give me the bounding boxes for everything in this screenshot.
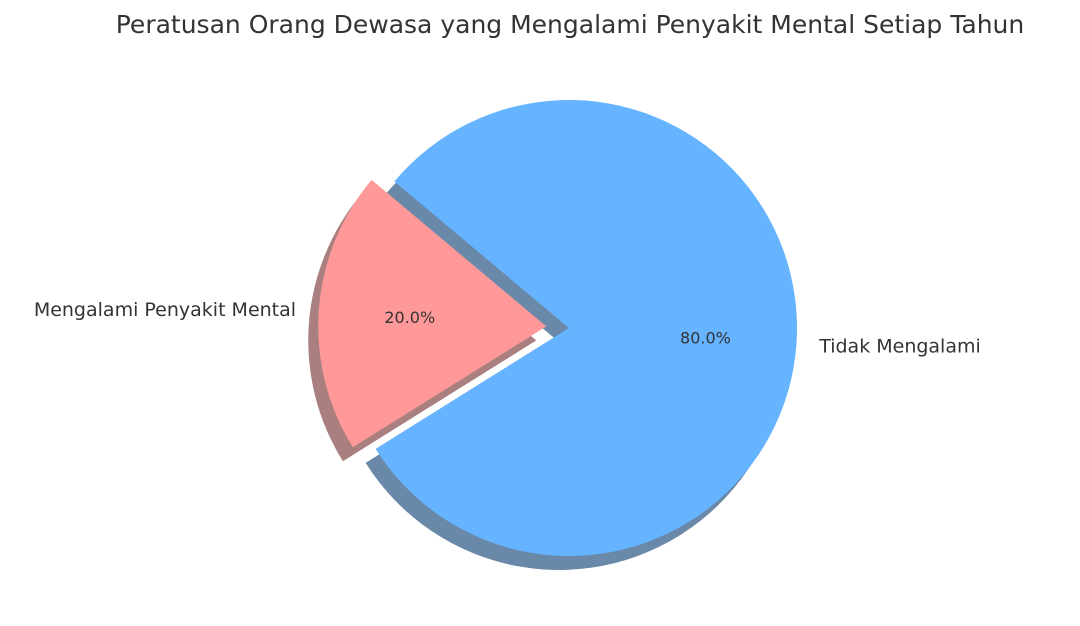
slice-percent-1: 80.0% (680, 329, 731, 348)
slice-label-0: Mengalami Penyakit Mental (34, 299, 296, 321)
pie-slices (318, 100, 797, 557)
pie-slice-0 (318, 179, 547, 448)
slice-label-1: Tidak Mengalami (818, 335, 981, 357)
slice-percent-0: 20.0% (384, 308, 435, 327)
pie-slice-1 (375, 100, 797, 557)
chart-title: Peratusan Orang Dewasa yang Mengalami Pe… (116, 10, 1024, 39)
pie-labels: Mengalami Penyakit Mental 20.0% Tidak Meng… (34, 299, 981, 358)
